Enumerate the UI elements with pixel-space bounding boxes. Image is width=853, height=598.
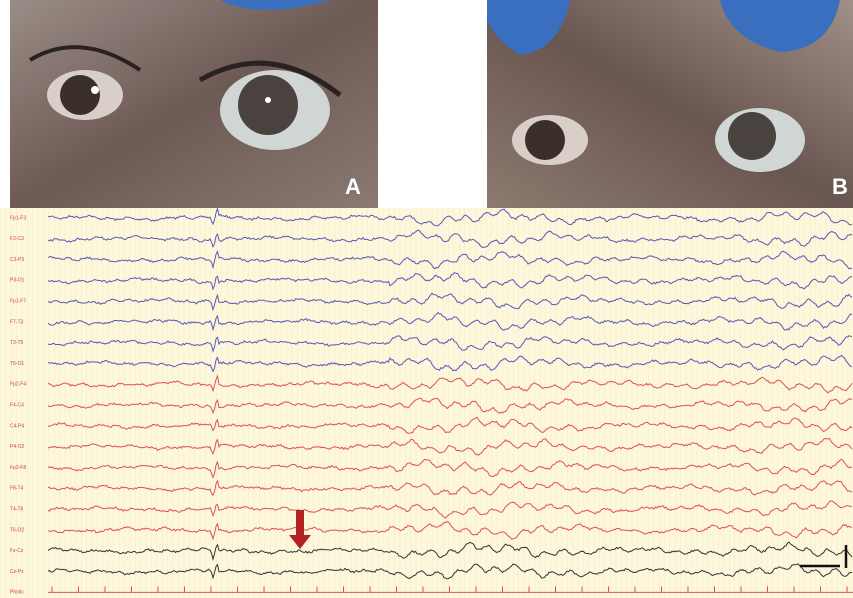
arrow xyxy=(289,510,311,549)
channel-label: F7-T3 xyxy=(10,319,24,325)
channel-label: T5-O1 xyxy=(10,361,24,367)
channel-label: Cz-Pz xyxy=(10,569,24,575)
panel-label: A xyxy=(345,174,361,199)
eeg-trace xyxy=(47,416,853,434)
channel-label: T4-T6 xyxy=(10,507,24,513)
eeg-trace xyxy=(47,458,853,479)
channel-label: Fp1-F3 xyxy=(10,215,26,221)
eeg-trace xyxy=(47,520,853,541)
channel-label: T3-T5 xyxy=(10,340,24,346)
eeg-trace xyxy=(47,292,853,312)
channel-label: Fp2-F8 xyxy=(10,465,26,471)
eeg-trace xyxy=(47,229,853,249)
channel-label: P3-O1 xyxy=(10,278,25,284)
channel-label: Fp1-F7 xyxy=(10,299,26,305)
panel-label: B xyxy=(832,174,848,199)
channel-label: F8-T4 xyxy=(10,486,24,492)
channel-label: P4-O2 xyxy=(10,444,25,450)
eeg-trace xyxy=(47,437,853,456)
eeg-trace xyxy=(47,311,853,332)
channel-label: Photic xyxy=(10,590,24,596)
channel-label: C4-P4 xyxy=(10,423,24,429)
channel-label: Fp2-F4 xyxy=(10,382,26,388)
eeg-trace xyxy=(47,206,853,227)
channel-label: F3-C3 xyxy=(10,236,24,242)
eeg-trace xyxy=(47,250,853,270)
channel-label: T6-O2 xyxy=(10,527,24,533)
eeg-trace xyxy=(47,397,853,414)
eeg-trace xyxy=(47,500,853,519)
eeg-trace xyxy=(47,374,853,394)
eeg-trace xyxy=(47,541,853,562)
eeg-trace xyxy=(47,271,853,291)
channel-label: C3-P3 xyxy=(10,257,24,263)
channel-label: Fz-Cz xyxy=(10,548,24,554)
photo-b: B xyxy=(487,0,853,208)
channel-label: F4-C4 xyxy=(10,403,24,409)
eeg-trace xyxy=(47,479,853,497)
eeg: Fp1-F3 F3-C3 C3-P3 P3-O1 Fp1-F7 F7-T3 T3-T5 T5-… xyxy=(10,206,853,596)
eeg-trace xyxy=(47,354,853,373)
eeg-trace xyxy=(47,335,853,353)
eeg-trace xyxy=(47,563,853,580)
eeg-background xyxy=(0,208,853,598)
photo-a: A xyxy=(10,0,378,208)
